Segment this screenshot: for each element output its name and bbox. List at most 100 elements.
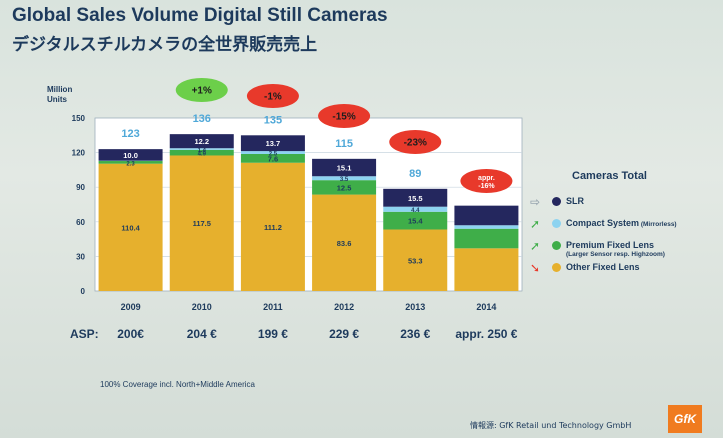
legend: Cameras Total ⇨ SLR ➚ Compact System (Mirro… bbox=[530, 170, 720, 284]
bar-segment bbox=[169, 149, 234, 156]
data-label: 4.9 bbox=[198, 152, 207, 158]
change-badge bbox=[460, 169, 513, 193]
bar-segment bbox=[240, 153, 305, 163]
change-badge bbox=[175, 78, 228, 102]
legend-sublabel: (Larger Sensor resp. Highzoom) bbox=[566, 251, 665, 258]
bar-segment bbox=[454, 205, 519, 226]
bar-segment bbox=[312, 194, 377, 291]
data-label: 110.4 bbox=[121, 223, 140, 232]
bar-segment bbox=[98, 161, 163, 164]
data-label: 15.1 bbox=[337, 164, 352, 173]
asp-row: ASP: 200€ 204 € 199 € 229 € 236 € appr. 250 € bbox=[0, 327, 723, 343]
bar-segment bbox=[312, 180, 377, 195]
total-label: 135 bbox=[264, 114, 282, 126]
asp-value: 199 € bbox=[257, 327, 288, 341]
trend-arrow-icon: ➘ bbox=[530, 261, 541, 275]
bar-segment bbox=[169, 134, 234, 149]
change-badge-text: appr. bbox=[478, 175, 495, 182]
asp-value: 204 € bbox=[186, 327, 217, 341]
change-badge-text: -16% bbox=[478, 183, 495, 190]
legend-label: SLR bbox=[566, 196, 584, 206]
bar-segment bbox=[312, 158, 377, 177]
plot-area bbox=[94, 117, 523, 292]
bar-segment bbox=[383, 188, 448, 207]
y-tick-label: 30 bbox=[76, 252, 85, 261]
trend-arrow-icon: ➚ bbox=[530, 239, 541, 253]
legend-swatch bbox=[552, 241, 561, 250]
x-tick-label: 2011 bbox=[263, 302, 283, 312]
bar-segment bbox=[383, 206, 448, 212]
gfk-logo: GfK bbox=[668, 405, 702, 433]
x-tick-label: 2010 bbox=[192, 302, 212, 312]
bar-segment bbox=[98, 149, 163, 161]
bar-segment bbox=[454, 248, 519, 291]
source-note: 情報源: GfK Retail und Technology GmbH bbox=[470, 421, 632, 430]
data-label: 3.5 bbox=[340, 177, 349, 183]
total-label: 89 bbox=[409, 168, 421, 180]
bar-segment bbox=[240, 135, 305, 152]
data-label: 2.5 bbox=[269, 152, 278, 158]
bar-segment bbox=[383, 229, 448, 291]
y-axis-label: Units bbox=[47, 95, 68, 104]
data-label: 4.4 bbox=[411, 208, 420, 214]
data-label: 7.6 bbox=[268, 154, 278, 163]
legend-swatch bbox=[552, 263, 561, 272]
legend-item: ➚ Compact System (Mirrorless) bbox=[530, 218, 720, 238]
change-badge bbox=[246, 84, 299, 108]
chart-subtitle: デジタルスチルカメラの全世界販売売上 bbox=[12, 35, 318, 55]
data-label: 111.2 bbox=[264, 223, 282, 232]
bar-segment bbox=[454, 225, 519, 229]
trend-arrow-icon: ➚ bbox=[530, 217, 541, 231]
bar-segment bbox=[169, 148, 234, 150]
data-label: 53.3 bbox=[408, 256, 423, 265]
bar-segment bbox=[383, 211, 448, 230]
data-label: 83.6 bbox=[337, 239, 352, 248]
y-axis-label: Million bbox=[47, 85, 72, 94]
asp-value: appr. 250 € bbox=[455, 327, 518, 341]
chart-title: Global Sales Volume Digital Still Camera… bbox=[12, 5, 388, 26]
total-label: 115 bbox=[335, 138, 353, 150]
trend-arrow-icon: ⇨ bbox=[530, 195, 541, 209]
y-tick-label: 0 bbox=[81, 287, 86, 296]
data-label: 15.4 bbox=[408, 217, 423, 226]
bar-segment bbox=[169, 155, 234, 291]
legend-item: ➘ Other Fixed Lens bbox=[530, 262, 720, 282]
legend-label: Other Fixed Lens bbox=[566, 262, 640, 272]
y-tick-label: 120 bbox=[72, 149, 86, 158]
legend-swatch bbox=[552, 219, 561, 228]
bar-segment bbox=[240, 151, 305, 154]
data-label: 2.3 bbox=[126, 161, 135, 167]
bar-segment bbox=[240, 162, 305, 291]
x-tick-label: 2014 bbox=[476, 302, 496, 312]
bar-segment bbox=[454, 228, 519, 249]
change-badge bbox=[389, 130, 442, 154]
bar-segment bbox=[98, 163, 163, 291]
data-label: 117.5 bbox=[193, 219, 211, 228]
y-tick-label: 60 bbox=[76, 218, 85, 227]
y-tick-label: 90 bbox=[76, 183, 85, 192]
data-label: 15.5 bbox=[408, 194, 423, 203]
change-badge-text: +1% bbox=[192, 86, 212, 97]
coverage-footnote: 100% Coverage incl. North+Middle America bbox=[100, 380, 255, 389]
x-tick-label: 2013 bbox=[405, 302, 425, 312]
legend-item: ➚ Premium Fixed Lens (Larger Sensor resp. … bbox=[530, 240, 720, 260]
legend-label-note: (Mirrorless) bbox=[639, 221, 677, 228]
change-badge bbox=[318, 104, 371, 128]
asp-value: 229 € bbox=[329, 327, 360, 341]
asp-value: 200€ bbox=[117, 327, 144, 341]
change-badge-text: -23% bbox=[404, 138, 427, 149]
y-tick-label: 150 bbox=[72, 114, 86, 123]
legend-label: Compact System (Mirrorless) bbox=[566, 218, 677, 228]
legend-swatch bbox=[552, 197, 561, 206]
total-label: 136 bbox=[193, 113, 211, 125]
data-label: 1.4 bbox=[198, 148, 207, 154]
legend-item: ⇨ SLR bbox=[530, 196, 720, 216]
x-tick-label: 2009 bbox=[121, 302, 141, 312]
bar-segment bbox=[312, 176, 377, 181]
data-label: 10.0 bbox=[123, 151, 138, 160]
legend-label: Premium Fixed Lens (Larger Sensor resp. H… bbox=[566, 240, 665, 258]
data-label: 12.2 bbox=[194, 137, 209, 146]
change-badge-text: -1% bbox=[264, 92, 282, 103]
change-badge-text: -15% bbox=[332, 112, 355, 123]
